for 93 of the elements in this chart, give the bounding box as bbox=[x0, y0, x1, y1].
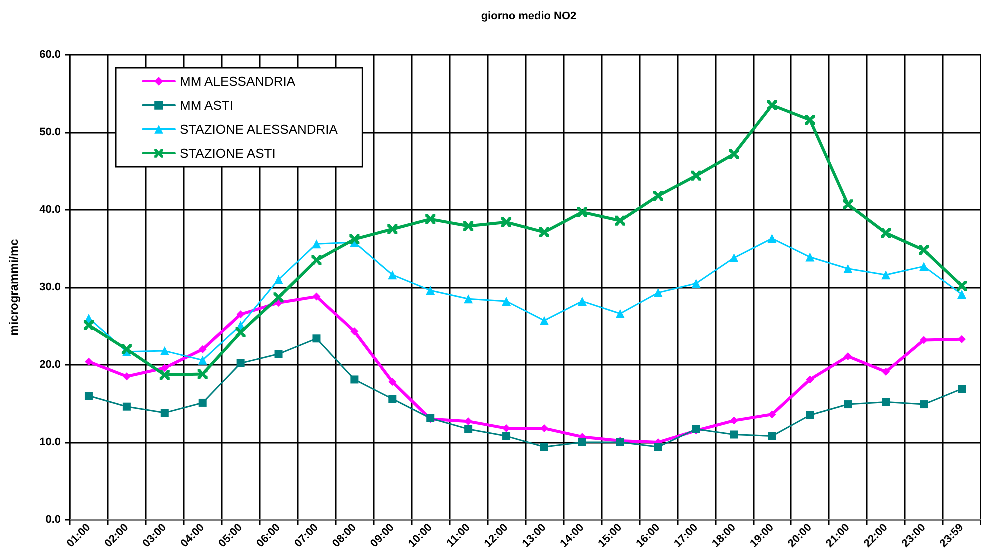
point bbox=[198, 346, 207, 354]
point bbox=[84, 320, 94, 330]
point bbox=[236, 310, 245, 319]
y-tick-label: 20.0 bbox=[40, 359, 61, 371]
point bbox=[540, 443, 548, 452]
point bbox=[692, 279, 701, 288]
y-tick-label: 10.0 bbox=[40, 436, 61, 448]
point bbox=[160, 346, 170, 356]
point bbox=[198, 369, 208, 380]
y-axis-title: microgrammi/mc bbox=[7, 238, 21, 336]
legend-label: MM ALESSANDRIA bbox=[180, 74, 296, 89]
point bbox=[312, 292, 321, 301]
y-tick-label: 50.0 bbox=[40, 126, 61, 138]
chart-title: giorno medio NO2 bbox=[481, 10, 577, 22]
point bbox=[806, 376, 814, 384]
point bbox=[729, 149, 740, 160]
point bbox=[312, 240, 322, 249]
point bbox=[844, 400, 852, 409]
point bbox=[198, 398, 207, 407]
point bbox=[615, 216, 626, 226]
point bbox=[843, 200, 854, 210]
point bbox=[236, 327, 246, 338]
point bbox=[122, 372, 131, 381]
point bbox=[958, 385, 966, 394]
point bbox=[768, 410, 776, 419]
point bbox=[578, 296, 587, 306]
point bbox=[464, 425, 473, 434]
point bbox=[730, 254, 739, 263]
point bbox=[691, 170, 702, 181]
point bbox=[84, 392, 93, 400]
point bbox=[84, 358, 93, 366]
point bbox=[577, 207, 588, 218]
point bbox=[502, 217, 512, 228]
point bbox=[539, 227, 550, 238]
point bbox=[198, 356, 208, 365]
y-tick-label: 0.0 bbox=[46, 514, 61, 526]
y-tick-label: 30.0 bbox=[40, 282, 61, 294]
point bbox=[160, 364, 169, 372]
legend-label: STAZIONE ALESSANDRIA bbox=[180, 122, 338, 137]
point bbox=[464, 294, 474, 304]
point bbox=[578, 438, 586, 446]
point bbox=[768, 234, 777, 244]
point bbox=[502, 432, 511, 440]
point bbox=[388, 395, 397, 404]
point bbox=[312, 255, 322, 266]
point bbox=[426, 214, 436, 224]
point bbox=[767, 100, 778, 110]
point bbox=[730, 416, 738, 425]
point bbox=[957, 280, 968, 291]
y-tick-label: 60.0 bbox=[40, 49, 61, 61]
point bbox=[920, 262, 929, 272]
point bbox=[160, 370, 170, 380]
point bbox=[464, 221, 474, 232]
point bbox=[236, 359, 245, 368]
point bbox=[274, 292, 284, 303]
point bbox=[958, 290, 967, 299]
point bbox=[654, 288, 663, 298]
point bbox=[350, 328, 359, 336]
point bbox=[502, 296, 512, 306]
point bbox=[881, 228, 892, 238]
point bbox=[122, 344, 132, 354]
point bbox=[540, 316, 549, 326]
point bbox=[882, 270, 891, 280]
point bbox=[616, 309, 625, 318]
point bbox=[388, 224, 398, 234]
point bbox=[274, 350, 283, 358]
point bbox=[806, 411, 814, 420]
point bbox=[653, 191, 664, 202]
point bbox=[844, 352, 852, 360]
legend-label: MM ASTI bbox=[180, 98, 234, 113]
point bbox=[350, 234, 360, 244]
point bbox=[805, 115, 816, 126]
point bbox=[919, 245, 930, 256]
point bbox=[312, 334, 321, 343]
point bbox=[464, 418, 473, 426]
point bbox=[920, 400, 928, 409]
point bbox=[768, 432, 776, 440]
point bbox=[350, 376, 359, 384]
point bbox=[882, 398, 890, 406]
point bbox=[388, 378, 397, 386]
point bbox=[122, 402, 131, 411]
point bbox=[730, 430, 738, 439]
point bbox=[844, 264, 853, 274]
point bbox=[654, 443, 662, 452]
legend-label: STAZIONE ASTI bbox=[180, 146, 276, 161]
point bbox=[958, 335, 966, 344]
point bbox=[274, 275, 284, 284]
point bbox=[806, 252, 815, 262]
point bbox=[160, 409, 169, 418]
point bbox=[388, 270, 398, 280]
y-tick-label: 40.0 bbox=[40, 204, 61, 216]
point bbox=[426, 286, 436, 296]
point bbox=[882, 368, 890, 376]
